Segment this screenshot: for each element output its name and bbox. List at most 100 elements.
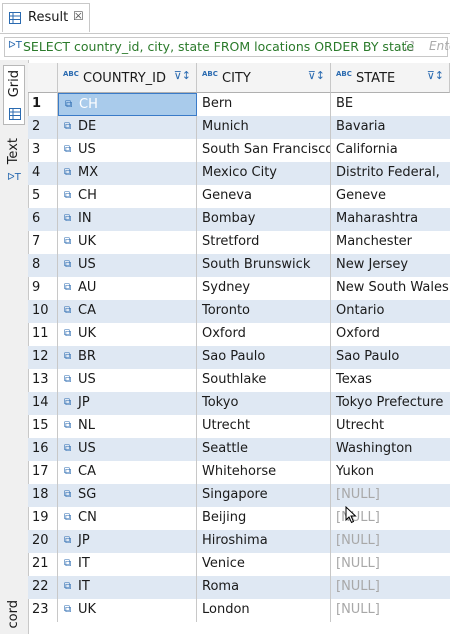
cell-city[interactable]: South Brunswick <box>197 254 331 277</box>
table-row[interactable]: 20 ⧉ JP Hiroshima [NULL] <box>28 530 450 553</box>
cell-country-id[interactable]: ⧉ BR <box>58 346 197 369</box>
close-icon[interactable]: ☒ <box>73 9 84 23</box>
foreign-key-link-icon[interactable]: ⧉ <box>64 443 72 454</box>
cell-city[interactable]: Sao Paulo <box>197 346 331 369</box>
filter-input[interactable]: Ente <box>429 39 450 53</box>
cell-country-id[interactable]: ⧉ NL <box>58 415 197 438</box>
cell-city[interactable]: South San Francisco <box>197 139 331 162</box>
foreign-key-link-icon[interactable]: ⧉ <box>64 236 72 247</box>
cell-country-id[interactable]: ⧉ UK <box>58 599 197 622</box>
row-number[interactable]: 12 <box>28 346 58 369</box>
cell-country-id[interactable]: ⧉ IT <box>58 553 197 576</box>
row-number[interactable]: 6 <box>28 208 58 231</box>
foreign-key-link-icon[interactable]: ⧉ <box>64 558 72 569</box>
foreign-key-link-icon[interactable]: ⧉ <box>64 397 72 408</box>
cell-country-id[interactable]: ⧉ CH <box>58 93 197 116</box>
table-row[interactable]: 2 ⧉ DE Munich Bavaria <box>28 116 450 139</box>
sql-query-text[interactable]: SELECT country_id, city, state FROM loca… <box>23 39 415 54</box>
table-row[interactable]: 14 ⧉ JP Tokyo Tokyo Prefecture <box>28 392 450 415</box>
cell-state[interactable]: Oxford <box>336 326 380 341</box>
cell-city[interactable]: Stretford <box>197 231 331 254</box>
column-header-country-id[interactable]: ABC COUNTRY_ID ⊽↕ <box>58 63 197 93</box>
cell-state[interactable]: Washington <box>336 441 413 456</box>
cell-city[interactable]: London <box>197 599 331 622</box>
table-row[interactable]: 17 ⧉ CA Whitehorse Yukon <box>28 461 450 484</box>
foreign-key-link-icon[interactable]: ⧉ <box>64 581 72 592</box>
table-row[interactable]: 11 ⧉ UK Oxford Oxford <box>28 323 450 346</box>
cell-city[interactable]: Utrecht <box>197 415 331 438</box>
cell-city[interactable]: Geneva <box>197 185 331 208</box>
cell-country-id[interactable]: ⧉ US <box>58 438 197 461</box>
cell-state[interactable]: California <box>336 142 398 157</box>
foreign-key-link-icon[interactable]: ⧉ <box>64 512 72 523</box>
cell-state[interactable]: [NULL] <box>336 579 380 594</box>
table-row[interactable]: 1 ⧉ CH Bern BE <box>28 93 450 116</box>
cell-state[interactable]: Texas <box>336 372 372 387</box>
cell-state[interactable]: BE <box>336 96 354 111</box>
foreign-key-link-icon[interactable]: ⧉ <box>64 121 72 132</box>
cell-city[interactable]: Singapore <box>197 484 331 507</box>
cell-city[interactable]: Munich <box>197 116 331 139</box>
grid-view-button[interactable]: Grid <box>3 65 25 125</box>
cell-country-id[interactable]: ⧉ CA <box>58 461 197 484</box>
cell-city[interactable]: Toronto <box>197 300 331 323</box>
cell-state[interactable]: [NULL] <box>336 487 380 502</box>
table-row[interactable]: 6 ⧉ IN Bombay Maharashtra <box>28 208 450 231</box>
row-number[interactable]: 21 <box>28 553 58 576</box>
table-row[interactable]: 16 ⧉ US Seattle Washington <box>28 438 450 461</box>
cell-country-id[interactable]: ⧉ SG <box>58 484 197 507</box>
cell-city[interactable]: Hiroshima <box>197 530 331 553</box>
cell-state[interactable]: Manchester <box>336 234 413 249</box>
table-row[interactable]: 19 ⧉ CN Beijing [NULL] <box>28 507 450 530</box>
cell-state[interactable]: Distrito Federal, <box>336 165 440 180</box>
sql-filter-bar[interactable]: ᐅT SELECT country_id, city, state FROM l… <box>4 37 450 57</box>
record-view-button[interactable]: cord <box>6 600 21 629</box>
foreign-key-link-icon[interactable]: ⧉ <box>64 374 72 385</box>
cell-country-id[interactable]: ⧉ DE <box>58 116 197 139</box>
cell-country-id[interactable]: ⧉ US <box>58 369 197 392</box>
foreign-key-link-icon[interactable]: ⧉ <box>64 535 72 546</box>
row-number[interactable]: 3 <box>28 139 58 162</box>
cell-country-id[interactable]: ⧉ UK <box>58 231 197 254</box>
row-number[interactable]: 18 <box>28 484 58 507</box>
cell-state[interactable]: [NULL] <box>336 556 380 571</box>
row-number[interactable]: 22 <box>28 576 58 599</box>
foreign-key-link-icon[interactable]: ⧉ <box>64 489 72 500</box>
cell-state[interactable]: Maharashtra <box>336 211 419 226</box>
table-row[interactable]: 15 ⧉ NL Utrecht Utrecht <box>28 415 450 438</box>
cell-country-id[interactable]: ⧉ AU <box>58 277 197 300</box>
row-number[interactable]: 15 <box>28 415 58 438</box>
table-row[interactable]: 23 ⧉ UK London [NULL] <box>28 599 450 622</box>
foreign-key-link-icon[interactable]: ⧉ <box>64 259 72 270</box>
cell-city[interactable]: Bombay <box>197 208 331 231</box>
cell-country-id[interactable]: ⧉ IN <box>58 208 197 231</box>
cell-city[interactable]: Venice <box>197 553 331 576</box>
row-number[interactable]: 17 <box>28 461 58 484</box>
cell-country-id[interactable]: ⧉ JP <box>58 530 197 553</box>
filter-sort-icon[interactable]: ⊽↕ <box>173 69 191 82</box>
cell-state[interactable]: Yukon <box>336 464 374 479</box>
cell-state[interactable]: Sao Paulo <box>336 349 400 364</box>
row-number[interactable]: 13 <box>28 369 58 392</box>
filter-sort-icon[interactable]: ⊽↕ <box>426 69 444 82</box>
row-number[interactable]: 10 <box>28 300 58 323</box>
cell-country-id[interactable]: ⧉ US <box>58 254 197 277</box>
row-number[interactable]: 20 <box>28 530 58 553</box>
row-number[interactable]: 4 <box>28 162 58 185</box>
foreign-key-link-icon[interactable]: ⧉ <box>64 466 72 477</box>
cell-country-id[interactable]: ⧉ MX <box>58 162 197 185</box>
cell-city[interactable]: Sydney <box>197 277 331 300</box>
cell-country-id[interactable]: ⧉ CN <box>58 507 197 530</box>
cell-city[interactable]: Mexico City <box>197 162 331 185</box>
filter-sort-icon[interactable]: ⊽↕ <box>307 69 325 82</box>
row-number[interactable]: 5 <box>28 185 58 208</box>
cell-city[interactable]: Whitehorse <box>197 461 331 484</box>
table-row[interactable]: 21 ⧉ IT Venice [NULL] <box>28 553 450 576</box>
row-number[interactable]: 9 <box>28 277 58 300</box>
foreign-key-link-icon[interactable]: ⧉ <box>64 305 72 316</box>
table-row[interactable]: 3 ⧉ US South San Francisco California <box>28 139 450 162</box>
result-tab[interactable]: Result ☒ <box>2 3 90 32</box>
foreign-key-link-icon[interactable]: ⧉ <box>64 282 72 293</box>
cell-state[interactable]: [NULL] <box>336 533 380 548</box>
row-number[interactable]: 19 <box>28 507 58 530</box>
